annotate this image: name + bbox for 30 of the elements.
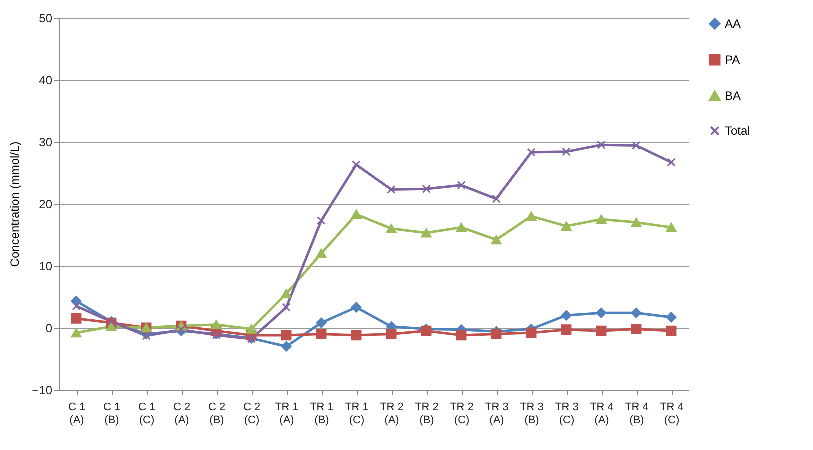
x-tick-label: TR 1 (B) xyxy=(310,402,334,426)
legend-label: Total xyxy=(725,124,750,138)
x-tick-label: C 1 (C) xyxy=(138,402,156,426)
y-tick-label: 40 xyxy=(39,74,53,88)
x-tick-label: C 2 (B) xyxy=(208,402,226,426)
y-tick-label: −10 xyxy=(32,384,53,398)
x-tick-label: TR 3 (A) xyxy=(485,402,509,426)
x-tick-label: C 2 (C) xyxy=(243,402,261,426)
legend-label: BA xyxy=(725,89,742,103)
legend-label: PA xyxy=(725,53,740,67)
x-tick-label: C 1 (A) xyxy=(68,402,86,426)
x-tick-label: TR 4 (A) xyxy=(590,402,614,426)
x-tick-label: TR 3 (B) xyxy=(520,402,544,426)
x-tick-label: TR 4 (B) xyxy=(625,402,649,426)
x-tick-label: C 2 (A) xyxy=(173,402,191,426)
x-tick-label: TR 1 (A) xyxy=(275,402,299,426)
x-tick-label: TR 3 (C) xyxy=(555,402,579,426)
y-tick-label: 50 xyxy=(39,12,53,26)
legend-label: AA xyxy=(725,17,742,31)
x-tick-label: TR 4 (C) xyxy=(660,402,684,426)
y-axis-title: Concentration (mmol/L) xyxy=(8,142,22,268)
x-tick-label: TR 1 (C) xyxy=(345,402,369,426)
x-tick-label: TR 2 (C) xyxy=(450,402,474,426)
y-tick-label: 0 xyxy=(46,322,53,336)
x-tick-label: TR 2 (A) xyxy=(380,402,404,426)
x-tick-label: TR 2 (B) xyxy=(415,402,439,426)
y-tick-label: 30 xyxy=(39,136,53,150)
y-tick-label: 20 xyxy=(39,198,53,212)
x-tick-label: C 1 (B) xyxy=(103,402,121,426)
y-tick-label: 10 xyxy=(39,260,53,274)
